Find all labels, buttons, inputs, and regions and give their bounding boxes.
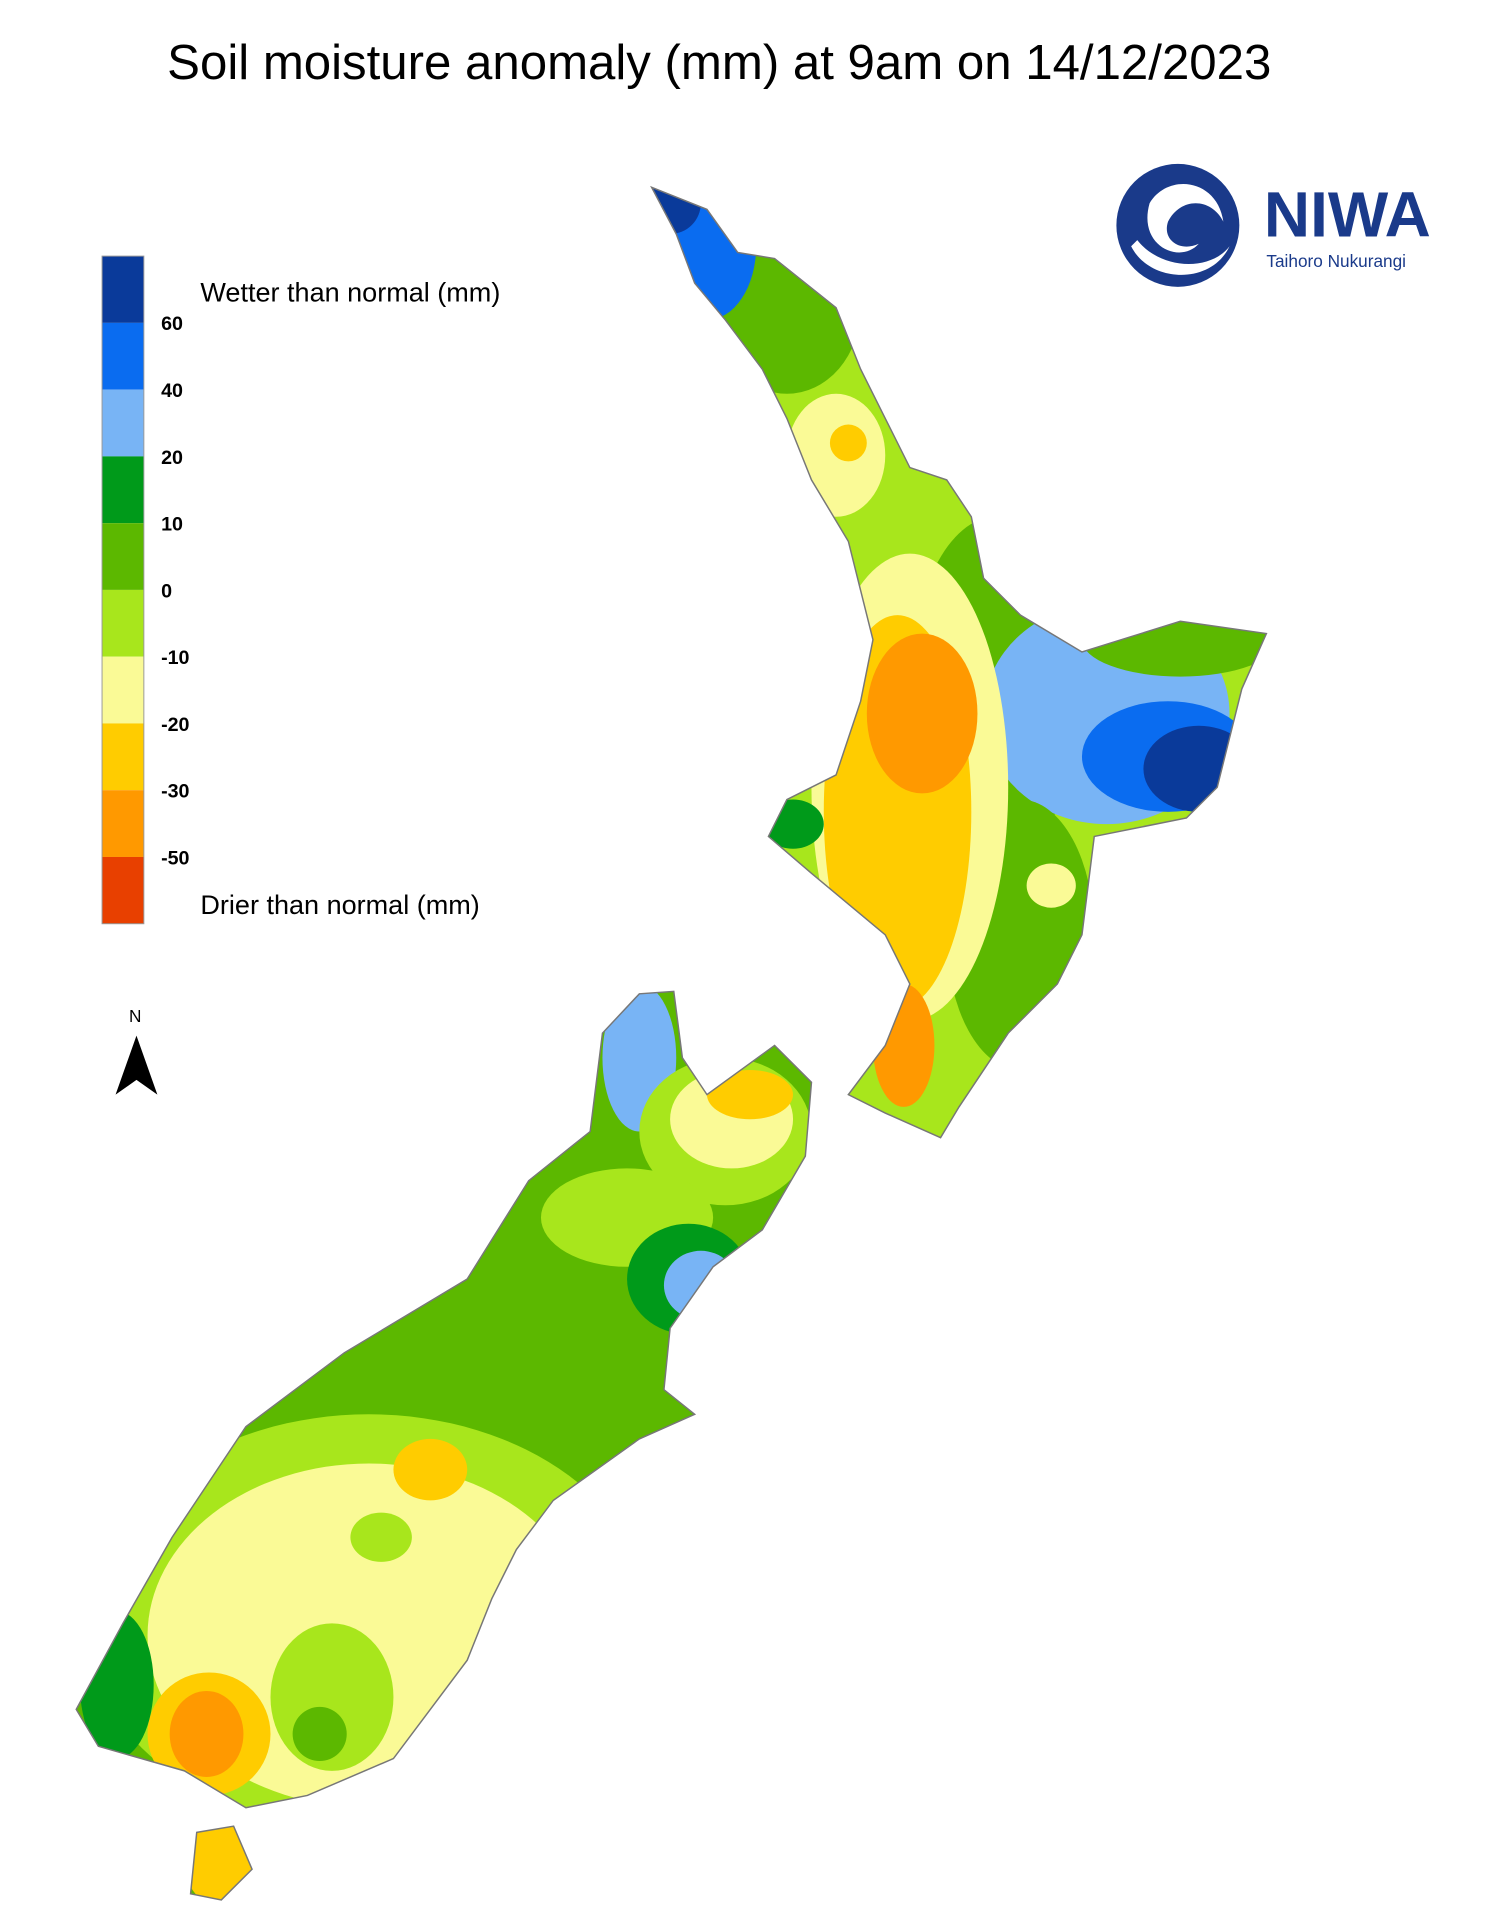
logo-subtitle: Taihoro Nukurangi	[1266, 251, 1406, 271]
legend-tick-label: -30	[161, 781, 189, 803]
legend-swatch	[102, 456, 144, 524]
legend-swatch	[102, 790, 144, 857]
legend-swatch	[102, 256, 144, 323]
legend-tick-label: 20	[161, 447, 183, 469]
legend-swatch	[102, 656, 144, 724]
north-arrow	[115, 1035, 158, 1095]
coastline	[75, 185, 1268, 1901]
legend-tick-label: -20	[161, 714, 189, 736]
legend-swatch	[102, 389, 144, 457]
legend-tick-label: -50	[161, 847, 189, 869]
niwa-logo: NIWA Taihoro Nukurangi	[1116, 163, 1431, 287]
legend: Wetter than normal (mm) Drier than norma…	[101, 255, 500, 925]
legend-tick-label: 0	[161, 580, 172, 602]
legend-tick-label: 10	[161, 514, 183, 536]
legend-tick-label: -10	[161, 647, 189, 669]
legend-frame	[101, 255, 145, 925]
map-title: Soil moisture anomaly (mm) at 9am on 14/…	[167, 35, 1271, 90]
legend-tick-label: 40	[161, 380, 183, 402]
legend-wetter-label: Wetter than normal (mm)	[200, 278, 500, 308]
logo-name: NIWA	[1264, 178, 1431, 250]
legend-tick-label: 60	[161, 313, 183, 335]
legend-drier-label: Drier than normal (mm)	[200, 890, 479, 920]
legend-swatch	[102, 856, 144, 924]
legend-swatch	[102, 723, 144, 791]
legend-swatch	[102, 523, 144, 590]
legend-swatch	[102, 589, 144, 657]
south-island	[76, 991, 812, 1900]
north-island	[651, 187, 1267, 1138]
legend-swatch	[102, 322, 144, 390]
north-label: N	[129, 1006, 141, 1026]
